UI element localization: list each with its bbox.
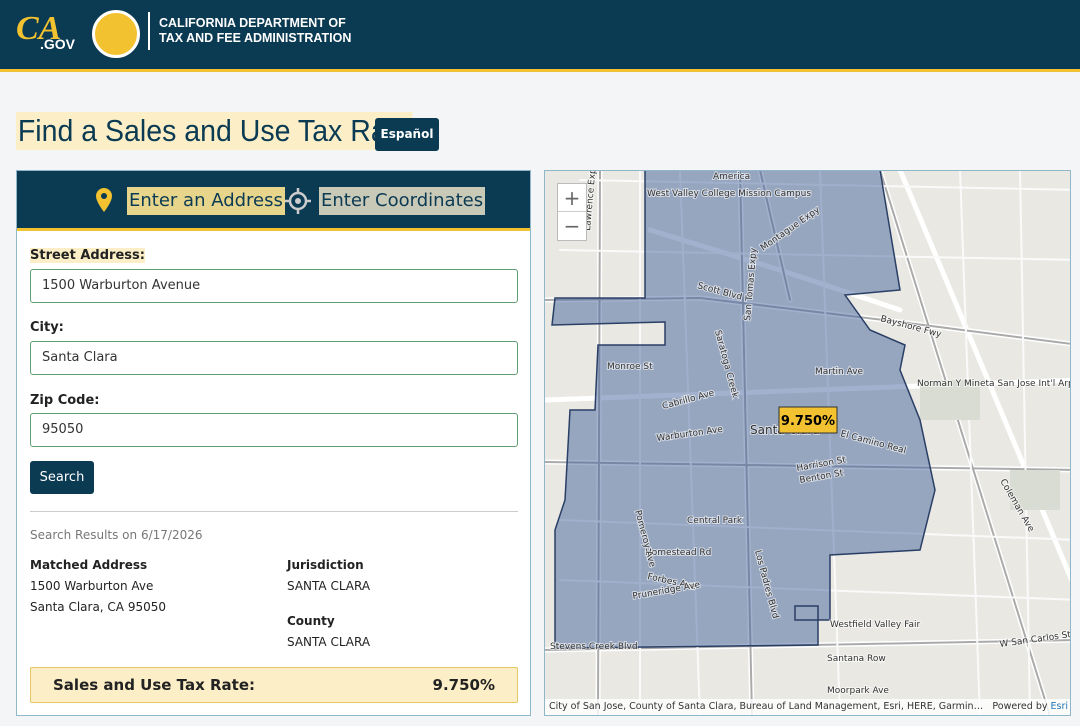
language-button[interactable]: Español xyxy=(375,118,439,151)
attribution: City of San Jose, County of Santa Clara,… xyxy=(549,701,984,712)
map-label: W San Carlos St xyxy=(999,630,1071,650)
map-label: Stevens Creek Blvd xyxy=(550,642,638,652)
rate-box: Sales and Use Tax Rate: 9.750% xyxy=(30,667,518,703)
map-label: Central Park xyxy=(687,516,743,526)
map-canvas: America West Valley College Mission Campu… xyxy=(545,171,1071,715)
esri-link[interactable]: Esri xyxy=(1050,701,1069,712)
field-label: Street Address: xyxy=(30,248,145,263)
zoom-control: + − xyxy=(557,183,587,241)
jurisdiction-label: Jurisdiction xyxy=(287,558,364,572)
seal xyxy=(92,10,140,58)
agency: CALIFORNIA DEPARTMENT OF xyxy=(159,16,346,30)
map-label: Bayshore Fwy xyxy=(879,314,943,340)
separator xyxy=(30,511,518,512)
logo-ca[interactable]: CA xyxy=(16,10,62,47)
map-label: America xyxy=(713,172,750,182)
field-label: Zip Code: xyxy=(30,393,100,408)
results-date: Search Results on 6/17/2026 xyxy=(30,528,203,542)
powered: Powered by Esri xyxy=(992,699,1068,715)
powered-by: Powered by xyxy=(992,701,1048,712)
map-label: Westfield Valley Fair xyxy=(830,620,920,630)
county: SANTA CLARA xyxy=(287,635,371,649)
map-label: Martin Ave xyxy=(815,367,864,377)
map-label: West Valley College Mission Campus xyxy=(647,189,811,199)
field-label: City: xyxy=(30,320,64,335)
search-button[interactable]: Search xyxy=(30,461,94,494)
map[interactable]: America West Valley College Mission Campu… xyxy=(544,170,1071,716)
tab[interactable]: Enter Coordinates xyxy=(319,187,486,215)
matched-label: Matched Address xyxy=(30,558,148,572)
rate-callout xyxy=(778,406,838,434)
jurisdiction-area xyxy=(551,171,936,649)
header: CA .GOV CALIFORNIA DEPARTMENT OF TAX AND… xyxy=(0,0,1080,72)
zoom-out[interactable]: − xyxy=(563,214,581,238)
page-title: Find a Sales and Use Tax Rate xyxy=(16,112,413,150)
logo-gov: .GOV xyxy=(40,36,76,52)
agency: TAX AND FEE ADMINISTRATION xyxy=(159,31,352,45)
map-label: Norman Y Mineta San Jose Int'l Arpt xyxy=(917,379,1071,389)
map-label: Homestead Rd xyxy=(645,548,711,558)
map-label: Santana Row xyxy=(827,654,886,664)
zip-input[interactable]: 95050 xyxy=(30,413,518,447)
county-label: County xyxy=(287,614,335,628)
matched-line: 1500 Warburton Ave xyxy=(30,579,154,593)
zoom-in[interactable]: + xyxy=(558,184,586,212)
pin-icon xyxy=(96,188,112,212)
map-label: Monroe St xyxy=(607,362,653,372)
tabs: Enter an Address Enter Coordinates xyxy=(17,171,530,231)
rate-callout-label: 9.750% xyxy=(781,414,835,429)
divider xyxy=(148,12,150,50)
city-input[interactable]: Santa Clara xyxy=(30,341,518,375)
tab[interactable]: Enter an Address xyxy=(127,187,285,215)
rate-label: Sales and Use Tax Rate: xyxy=(53,676,255,694)
target-icon xyxy=(285,188,311,214)
matched-line: Santa Clara, CA 95050 xyxy=(30,600,167,614)
rate-value: 9.750% xyxy=(432,676,495,694)
search-panel: Enter an Address Enter Coordinates Stree… xyxy=(16,170,531,716)
attribution-bar: City of San Jose, County of Santa Clara,… xyxy=(545,699,1070,715)
jurisdiction: SANTA CLARA xyxy=(287,579,371,593)
map-label: Moorpark Ave xyxy=(827,686,889,696)
airport xyxy=(920,380,1060,510)
address-input[interactable]: 1500 Warburton Avenue xyxy=(30,269,518,303)
